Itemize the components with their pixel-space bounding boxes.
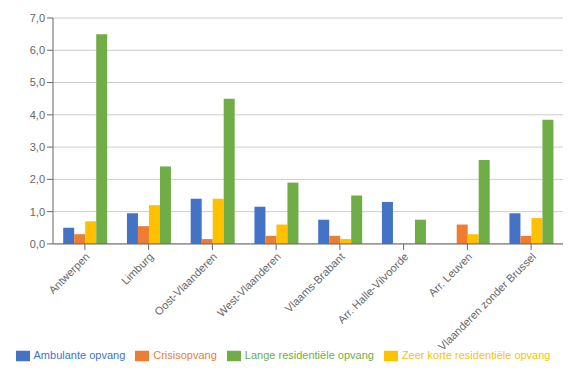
html-text:Crisisopvang: Crisisopvang	[153, 348, 217, 361]
svg-text:Vlaanderen zonder Brussel: Vlaanderen zonder Brussel	[436, 250, 538, 352]
svg-text:Oost-Vlaanderen: Oost-Vlaanderen	[152, 250, 219, 317]
svg-text:0,0: 0,0	[30, 238, 45, 250]
html-text:Lange residentiële opvang: Lange residentiële opvang	[244, 348, 374, 361]
svg-text:6,0: 6,0	[30, 44, 45, 56]
svg-text:5,0: 5,0	[30, 76, 45, 88]
svg-text:3,0: 3,0	[30, 141, 45, 153]
svg-text:7,0: 7,0	[30, 12, 45, 24]
svg-text:West-Vlaanderen: West-Vlaanderen	[215, 250, 283, 318]
svg-text:Arr. Halle-Vilvoorde: Arr. Halle-Vilvoorde	[335, 250, 410, 325]
svg-text:Arr. Leuven: Arr. Leuven	[426, 250, 474, 298]
svg-text:Vlaams-Brabant: Vlaams-Brabant	[283, 250, 347, 314]
svg-text:Limburg: Limburg	[119, 250, 156, 287]
svg-text:1,0: 1,0	[30, 206, 45, 218]
html-text:Zeer korte residentiële opvan: Zeer korte residentiële opvang	[401, 348, 551, 361]
html-text:Ambulante opvang: Ambulante opvang	[33, 348, 126, 361]
svg-text:2,0: 2,0	[30, 173, 45, 185]
svg-text:4,0: 4,0	[30, 109, 45, 121]
svg-text:Antwerpen: Antwerpen	[46, 250, 92, 296]
